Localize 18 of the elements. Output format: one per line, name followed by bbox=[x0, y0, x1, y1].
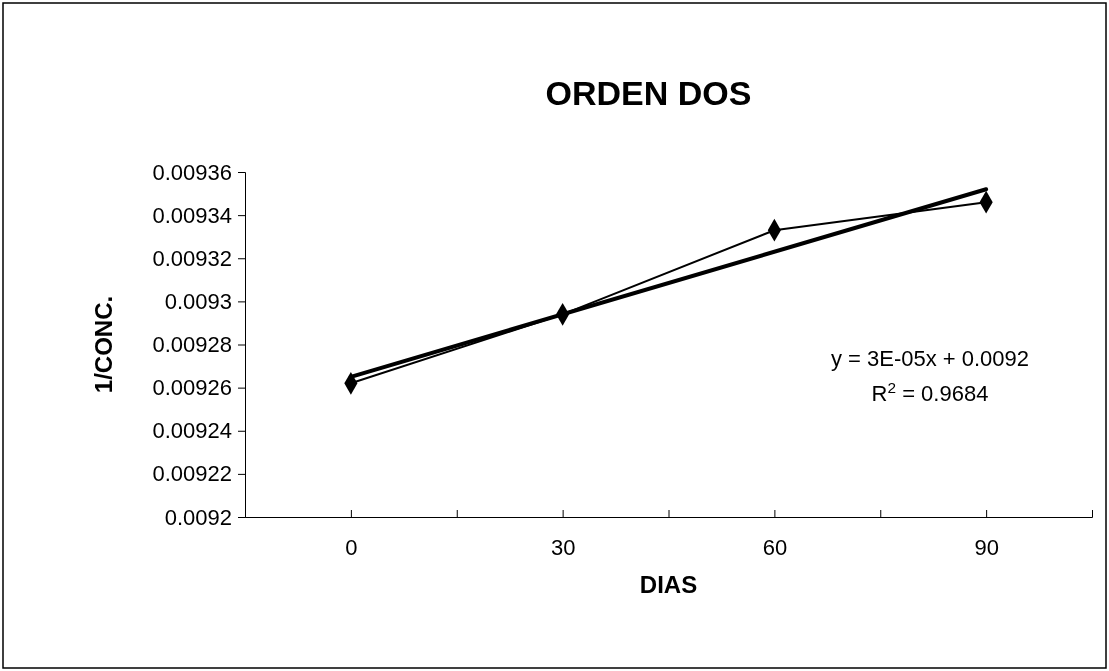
y-axis-title: 1/CONC. bbox=[90, 295, 117, 394]
y-tick-label: 0.00936 bbox=[152, 159, 232, 185]
y-tick-label: 0.00928 bbox=[152, 332, 232, 358]
annotation: R$^{2}$ = 0.9684 bbox=[871, 378, 989, 406]
chart-title: ORDEN DOS bbox=[545, 74, 752, 112]
annotation: y = 3E-05x + 0.0092 bbox=[830, 346, 1030, 371]
x-axis-title: DIAS bbox=[639, 571, 698, 598]
y-tick-label: 0.0093 bbox=[164, 288, 232, 314]
x-tick-label: 60 bbox=[762, 534, 788, 560]
y-tick-label: 0.00924 bbox=[152, 418, 232, 444]
y-tick-label: 0.00926 bbox=[152, 375, 232, 401]
x-tick-label: 30 bbox=[550, 534, 576, 560]
x-tick-label: 90 bbox=[974, 534, 999, 560]
y-tick-label: 0.00932 bbox=[152, 245, 232, 271]
y-tick-label: 0.0092 bbox=[164, 504, 232, 530]
x-tick-label: 0 bbox=[345, 534, 358, 560]
y-tick-label: 0.00934 bbox=[152, 202, 232, 228]
y-tick-label: 0.00922 bbox=[152, 461, 232, 487]
